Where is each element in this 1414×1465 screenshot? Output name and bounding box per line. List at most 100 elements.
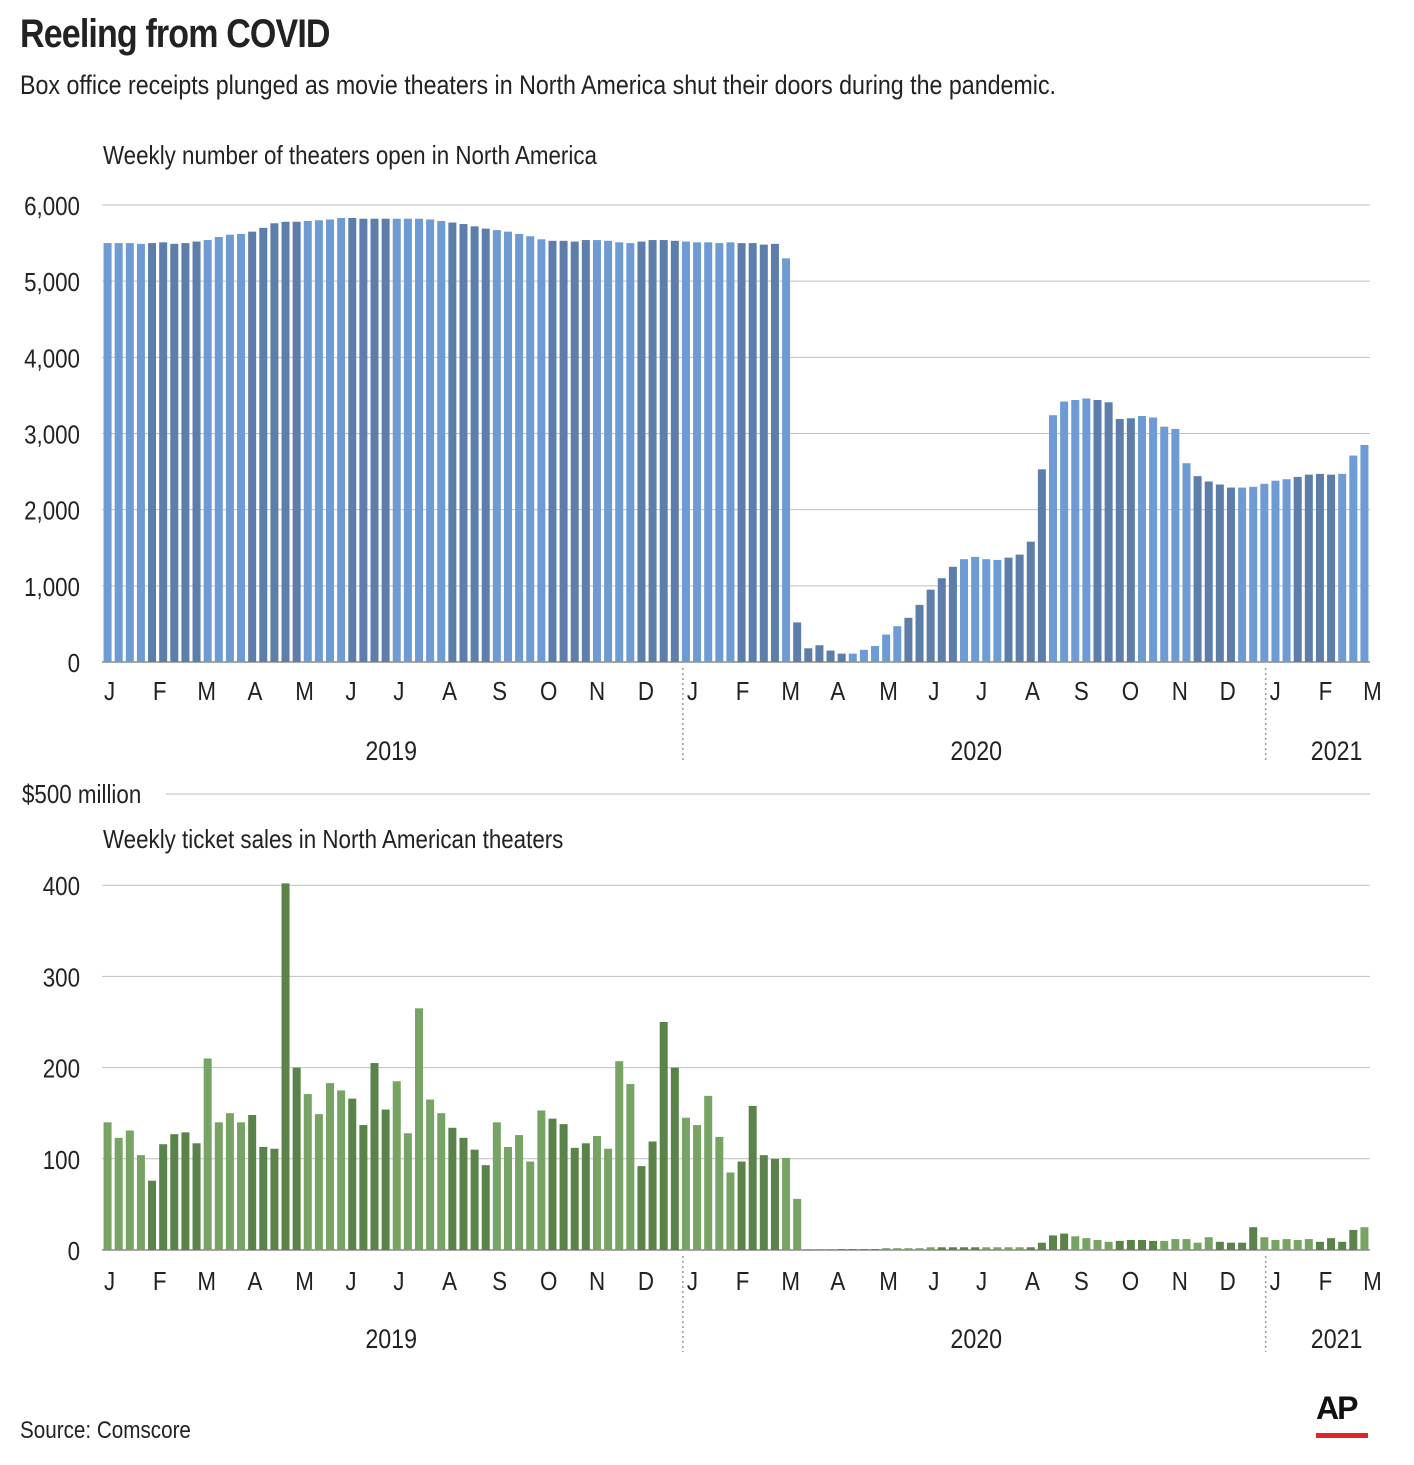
theaters-bar <box>726 242 735 662</box>
theaters-bar <box>948 566 957 662</box>
sales-month-label: S <box>1074 1267 1089 1296</box>
sales-bar <box>492 1122 501 1250</box>
theaters-month-label: F <box>153 677 167 706</box>
sales-bar <box>1226 1242 1235 1250</box>
sales-bar <box>437 1113 446 1250</box>
theaters-bar <box>337 217 346 662</box>
sales-bar <box>203 1058 212 1250</box>
sales-unit-label: $500 million <box>22 780 141 809</box>
sales-month-label: M <box>879 1267 898 1296</box>
source-note: Source: Comscore <box>20 1417 191 1444</box>
sales-ytick-label: 200 <box>43 1055 80 1084</box>
theaters-month-label: J <box>345 677 356 706</box>
theaters-bar <box>748 243 757 662</box>
sales-bar <box>826 1249 835 1250</box>
theaters-bar <box>837 653 846 662</box>
sales-bar <box>281 883 290 1250</box>
sales-bar <box>1149 1240 1158 1250</box>
sales-bar <box>770 1158 779 1250</box>
sales-bar <box>537 1110 546 1250</box>
theaters-ytick-label: 5,000 <box>24 269 80 298</box>
theaters-bar <box>1249 486 1258 662</box>
theaters-bar <box>537 239 546 662</box>
sales-month-label: M <box>295 1267 314 1296</box>
sales-bar <box>1349 1229 1358 1250</box>
theaters-bar <box>1193 476 1202 662</box>
theaters-bar <box>960 559 969 662</box>
theaters-ytick-label: 2,000 <box>24 497 80 526</box>
sales-bar <box>1338 1241 1347 1250</box>
theaters-month-label: O <box>540 677 557 706</box>
sales-month-label: J <box>393 1267 404 1296</box>
theaters-month-label: N <box>589 677 605 706</box>
theaters-month-label: A <box>442 677 458 706</box>
theaters-bar <box>1004 557 1013 662</box>
sales-month-label: A <box>830 1267 846 1296</box>
sales-month-label: J <box>976 1267 987 1296</box>
theaters-month-label: S <box>1074 677 1089 706</box>
theaters-bar <box>993 559 1002 662</box>
theaters-month-label: D <box>638 677 654 706</box>
sales-bar <box>1160 1240 1169 1250</box>
theaters-bar <box>681 241 690 662</box>
theaters-bar <box>1327 474 1336 662</box>
theaters-bar <box>437 221 446 662</box>
theaters-bar <box>1226 487 1235 662</box>
sales-bar <box>782 1157 791 1250</box>
sales-month-label: O <box>1122 1267 1139 1296</box>
sales-bar <box>1026 1247 1035 1250</box>
sales-bar <box>960 1247 969 1250</box>
theaters-bar <box>804 648 813 662</box>
theaters-bar <box>170 243 179 662</box>
theaters-bar <box>871 646 880 662</box>
sales-bar <box>181 1132 190 1250</box>
sales-year-label: 2020 <box>950 1324 1002 1354</box>
theaters-bar <box>281 221 290 662</box>
theaters-bar <box>1360 444 1369 662</box>
theaters-bar <box>1071 399 1080 662</box>
sales-bar <box>381 1109 390 1250</box>
sales-bar <box>648 1141 657 1250</box>
theaters-bar <box>426 219 435 662</box>
sales-bar <box>993 1247 1002 1250</box>
sales-bar <box>192 1143 201 1250</box>
sales-bar <box>148 1180 157 1250</box>
sales-bar <box>570 1147 579 1250</box>
theaters-bar <box>1204 481 1213 662</box>
theaters-bar <box>592 240 601 663</box>
sales-month-label: J <box>1270 1267 1281 1296</box>
sales-bar <box>314 1114 323 1250</box>
sales-bar <box>1238 1242 1247 1250</box>
sales-month-label: F <box>153 1267 167 1296</box>
theaters-bar <box>481 228 490 663</box>
sales-bar <box>326 1083 335 1250</box>
theaters-bar <box>515 233 524 662</box>
theaters-chart-title: Weekly number of theaters open in North … <box>103 141 597 170</box>
sales-bar <box>1104 1241 1113 1250</box>
theaters-bar <box>1104 402 1113 662</box>
sales-bar <box>704 1095 713 1250</box>
theaters-bar <box>415 218 424 662</box>
sales-bar <box>581 1143 590 1250</box>
sales-bar <box>370 1063 379 1250</box>
theaters-bar <box>1137 415 1146 662</box>
theaters-bar <box>292 221 301 662</box>
sales-ytick-label: 400 <box>43 873 80 902</box>
sales-bar <box>470 1149 479 1250</box>
theaters-bar <box>348 217 357 662</box>
sales-bar <box>214 1122 223 1250</box>
theaters-bar <box>1026 541 1035 662</box>
sales-bar <box>1049 1235 1058 1250</box>
theaters-bar <box>704 242 713 662</box>
theaters-bar <box>125 243 134 662</box>
sales-month-label: N <box>1172 1267 1188 1296</box>
theaters-month-label: M <box>781 677 800 706</box>
sales-bar <box>793 1198 802 1250</box>
theaters-bar <box>1293 476 1302 662</box>
sales-bar <box>1260 1237 1269 1250</box>
theaters-bar <box>882 634 891 662</box>
theaters-year-label: 2020 <box>950 736 1002 766</box>
sales-bar <box>848 1249 857 1250</box>
theaters-bar <box>1182 463 1191 662</box>
